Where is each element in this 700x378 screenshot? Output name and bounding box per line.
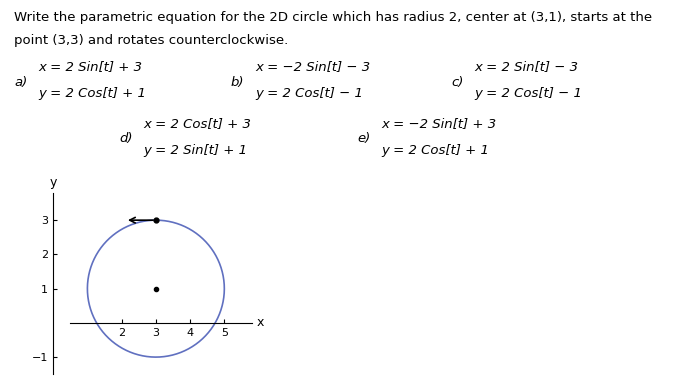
Text: x = 2 Sin[t] − 3: x = 2 Sin[t] − 3 — [475, 60, 579, 73]
Text: point (3,3) and rotates counterclockwise.: point (3,3) and rotates counterclockwise… — [14, 34, 288, 47]
Text: y = 2 Cos[t] − 1: y = 2 Cos[t] − 1 — [475, 87, 582, 100]
Text: d): d) — [119, 132, 132, 145]
Text: x = 2 Sin[t] + 3: x = 2 Sin[t] + 3 — [38, 60, 143, 73]
Text: y = 2 Cos[t] − 1: y = 2 Cos[t] − 1 — [256, 87, 363, 100]
Text: Write the parametric equation for the 2D circle which has radius 2, center at (3: Write the parametric equation for the 2D… — [14, 11, 652, 24]
Text: y: y — [50, 177, 57, 189]
Text: x: x — [257, 316, 264, 329]
Text: y = 2 Cos[t] + 1: y = 2 Cos[t] + 1 — [382, 144, 489, 156]
Text: x = 2 Cos[t] + 3: x = 2 Cos[t] + 3 — [144, 117, 251, 130]
Text: b): b) — [231, 76, 244, 88]
Text: e): e) — [357, 132, 370, 145]
Text: a): a) — [14, 76, 27, 88]
Text: x = −2 Sin[t] − 3: x = −2 Sin[t] − 3 — [256, 60, 370, 73]
Text: y = 2 Sin[t] + 1: y = 2 Sin[t] + 1 — [144, 144, 248, 156]
Text: y = 2 Cos[t] + 1: y = 2 Cos[t] + 1 — [38, 87, 146, 100]
Text: x = −2 Sin[t] + 3: x = −2 Sin[t] + 3 — [382, 117, 496, 130]
Text: c): c) — [452, 76, 464, 88]
